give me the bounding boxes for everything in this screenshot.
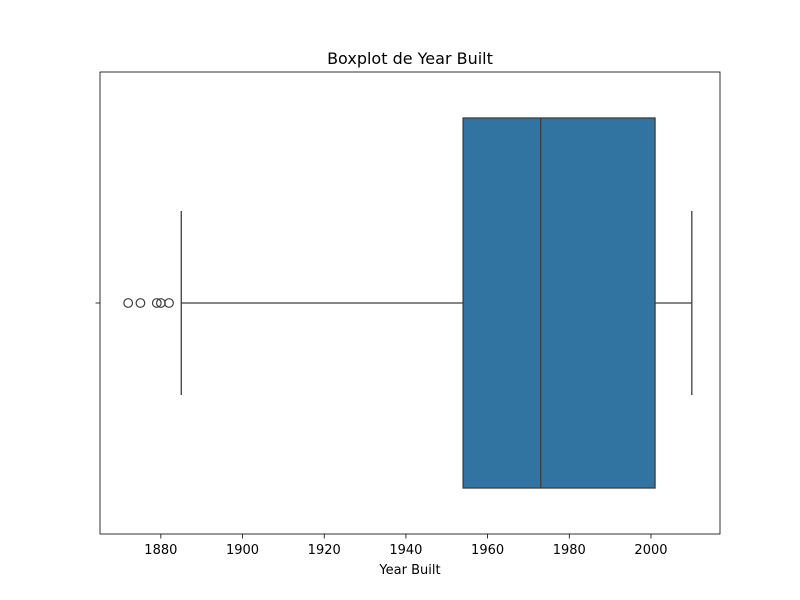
x-axis-label: Year Built [378,563,440,578]
outlier-point [135,298,146,308]
outlier-point [164,298,174,308]
x-tick-label: 2000 [634,543,667,558]
x-tick-label: 1880 [144,543,177,558]
iqr-box [462,117,656,489]
x-tick-label: 1980 [553,543,586,558]
outlier-point [123,298,134,308]
x-axis-ticks: 1880 1900 1920 1940 1960 1980 2000 [144,534,668,558]
x-tick-label: 1940 [389,543,422,558]
x-tick-label: 1900 [226,543,259,558]
x-tick-label: 1920 [308,543,341,558]
outlier-point [151,298,162,308]
plot-area [123,117,693,489]
x-tick-label: 1960 [471,543,504,558]
chart-title: Boxplot de Year Built [327,49,493,68]
